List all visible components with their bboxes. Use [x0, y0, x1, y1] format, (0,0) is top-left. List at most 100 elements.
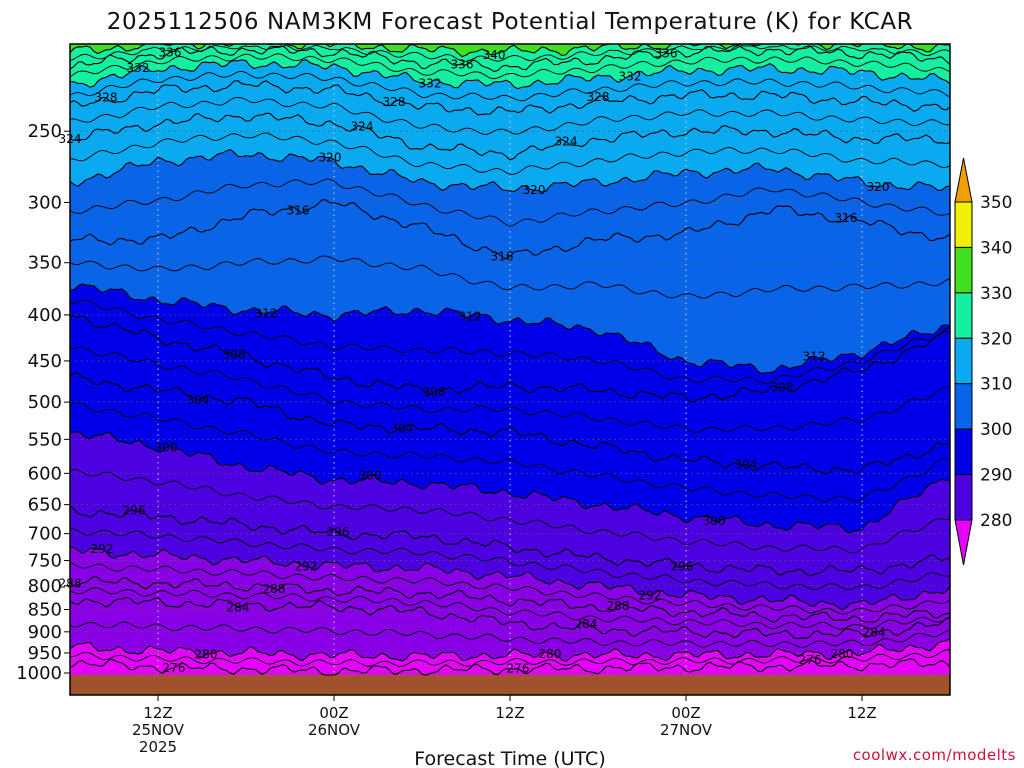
contour-label: 324 — [555, 135, 578, 149]
contour-label: 292 — [295, 559, 318, 573]
colorbar-label: 330 — [980, 284, 1012, 304]
colorbar-segment — [954, 292, 973, 339]
y-tick-label: 850 — [28, 599, 62, 620]
isentrope-338 — [69, 44, 951, 62]
y-tick-label: 500 — [28, 392, 62, 413]
contour-label: 292 — [91, 542, 114, 556]
colorbar-segment — [954, 474, 973, 521]
isentrope-292 — [69, 546, 951, 611]
contour-label: 312 — [459, 310, 482, 324]
y-tick-label: 900 — [28, 622, 62, 643]
isentrope-290 — [69, 561, 951, 615]
x-tick-label: 27NOV — [660, 721, 713, 739]
colorbar-segment — [954, 383, 973, 430]
colorbar-label: 310 — [980, 375, 1012, 395]
contour-lines — [69, 43, 951, 676]
isentrope-318 — [69, 178, 951, 227]
x-tick-label: 12Z — [847, 704, 876, 722]
y-tick-label: 450 — [28, 351, 62, 372]
colorbar: 350 340 330 320 310 300 290 280 — [954, 157, 1012, 566]
isentrope-276 — [69, 658, 951, 676]
contour-label: 320 — [867, 180, 890, 194]
isentrope-280 — [69, 638, 951, 663]
isentrope-278 — [69, 649, 951, 667]
contour-label: 328 — [383, 95, 406, 109]
contour-label: 324 — [351, 120, 374, 134]
y-tick-label: 300 — [28, 192, 62, 213]
colorbar-bottom-arrow — [954, 519, 973, 566]
contour-label: 300 — [703, 514, 726, 528]
contour-label: 336 — [159, 46, 182, 60]
contour-label: 332 — [619, 69, 642, 83]
y-axis: 2503003504004505005506006507007508008509… — [16, 121, 70, 684]
isentrope-334 — [69, 53, 951, 80]
contour-label: 284 — [575, 617, 598, 631]
contour-label: 308 — [223, 348, 246, 362]
contour-label: 300 — [155, 441, 178, 455]
contour-label: 284 — [863, 626, 886, 640]
colorbar-segment — [954, 246, 973, 294]
contour-label: 304 — [391, 422, 414, 436]
contour-label: 312 — [803, 349, 826, 363]
contour-label: 276 — [163, 661, 186, 675]
contour-label: 336 — [451, 58, 474, 72]
isentrope-304 — [69, 372, 951, 475]
isentrope-336 — [69, 44, 951, 73]
y-tick-label: 950 — [28, 643, 62, 664]
contour-label: 280 — [539, 647, 562, 661]
x-tick-label: 25NOV — [132, 721, 185, 739]
contour-label: 296 — [327, 525, 350, 539]
colorbar-label: 290 — [980, 466, 1012, 486]
x-tick-label: 26NOV — [308, 721, 361, 739]
contour-label: 304 — [187, 393, 210, 407]
contour-label: 288 — [263, 582, 286, 596]
isentrope-332 — [69, 59, 951, 90]
contour-label: 280 — [831, 647, 854, 661]
chart-title: 2025112506 NAM3KM Forecast Potential Tem… — [107, 9, 913, 35]
colorbar-label: 350 — [980, 193, 1012, 213]
isentrope-316 — [69, 199, 951, 260]
y-tick-label: 600 — [28, 463, 62, 484]
grid — [70, 44, 950, 675]
colorbar-label: 300 — [980, 420, 1012, 440]
y-tick-label: 650 — [28, 495, 62, 516]
contour-label: 300 — [359, 468, 382, 482]
colorbar-segment — [954, 201, 973, 248]
y-tick-label: 550 — [28, 429, 62, 450]
contour-label: 276 — [507, 662, 530, 676]
contour-label: 296 — [671, 560, 694, 574]
contour-label: 316 — [491, 250, 514, 264]
contour-label: 332 — [419, 76, 442, 90]
isentrope-328 — [69, 80, 951, 116]
isentrope-330 — [69, 70, 951, 102]
filled-bands — [70, 44, 950, 675]
isentrope-310 — [69, 299, 951, 385]
y-tick-label: 350 — [28, 253, 62, 274]
isentrope-324 — [69, 112, 951, 161]
isentrope-282 — [69, 621, 951, 649]
y-tick-label: 800 — [28, 576, 62, 597]
isentrope-284 — [69, 596, 951, 640]
credit-text: coolwx.com/modelts — [853, 746, 1016, 764]
isentrope-308 — [69, 315, 951, 403]
isentrope-286 — [69, 587, 951, 630]
contour-label: 328 — [587, 90, 610, 104]
x-axis-label: Forecast Time (UTC) — [414, 748, 605, 768]
contour-label: 320 — [523, 183, 546, 197]
colorbar-segment — [954, 428, 973, 476]
contour-label: 312 — [255, 307, 278, 321]
isentrope-320 — [69, 148, 951, 193]
colorbar-segment — [954, 337, 973, 385]
contour-label: 292 — [639, 588, 662, 602]
isentrope-302 — [69, 402, 951, 502]
contour-label: 316 — [835, 211, 858, 225]
contour-label: 304 — [735, 458, 758, 472]
x-tick-label: 12Z — [495, 704, 524, 722]
isentrope-298 — [69, 468, 951, 554]
x-tick-label: 2025 — [139, 738, 177, 756]
colorbar-label: 320 — [980, 329, 1012, 349]
isentrope-306 — [69, 346, 951, 433]
contour-label: 332 — [127, 61, 150, 75]
